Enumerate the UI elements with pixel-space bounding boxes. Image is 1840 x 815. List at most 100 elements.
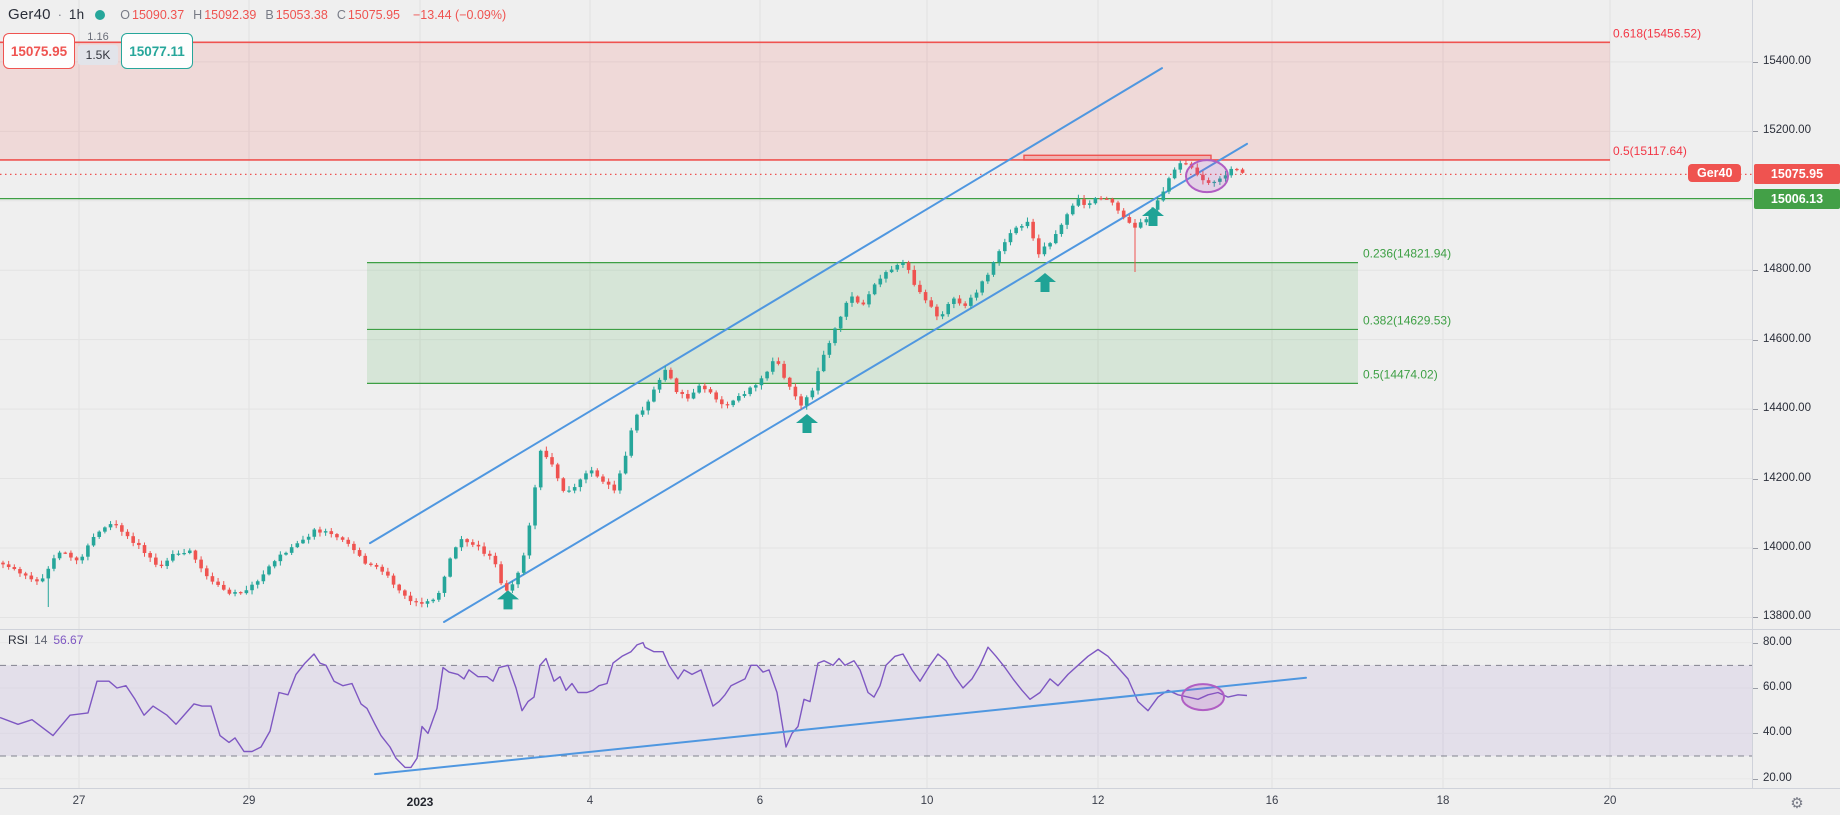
rsi-annotation-ellipse[interactable]	[1181, 683, 1225, 712]
time-axis-label: 2023	[406, 795, 434, 809]
rsi-length: 14	[34, 633, 48, 647]
candle-body	[391, 575, 396, 585]
candle-body	[267, 566, 271, 575]
candle-body	[46, 568, 51, 579]
candle-body	[57, 552, 62, 559]
candle-body	[748, 387, 752, 395]
time-axis[interactable]: 27 29 2023 4 6 10 12 16 18 20	[0, 788, 1840, 815]
candle-body	[510, 584, 515, 591]
candle-body	[878, 278, 883, 285]
rsi-trendline[interactable]	[374, 676, 1307, 776]
time-axis-label: 18	[1436, 795, 1450, 807]
candle-body	[635, 414, 639, 431]
rsi-axis-label: 80.00	[1763, 636, 1792, 648]
buy-signal-arrow-icon[interactable]	[796, 413, 818, 433]
annotation-ellipse[interactable]	[1185, 159, 1229, 194]
candle-body	[737, 396, 741, 401]
symbol-legend[interactable]: Ger40 · 1h O 15090.37 H 15092.39 B 15053.38…	[8, 6, 506, 23]
pane-separator[interactable]	[0, 629, 1840, 630]
buy-signal-arrow-icon[interactable]	[1142, 207, 1164, 227]
candle-body	[74, 557, 79, 561]
green-support-zone[interactable]	[367, 262, 1358, 384]
price-tick	[1753, 270, 1758, 271]
candle-body	[742, 394, 747, 397]
buy-signal-arrow-icon[interactable]	[1034, 273, 1056, 293]
price-tick	[1753, 62, 1758, 63]
candle-body	[550, 457, 554, 465]
close-label: C	[336, 7, 346, 22]
candle-body	[199, 559, 203, 569]
candle-body	[867, 294, 871, 305]
candle-body	[652, 389, 656, 402]
candle-body	[1053, 234, 1058, 244]
buy-button[interactable]: 15077.11	[121, 33, 193, 69]
rsi-name: RSI	[8, 633, 29, 647]
interval-label[interactable]: 1h	[68, 7, 85, 22]
candle-body	[1212, 181, 1217, 184]
candle-body	[770, 361, 775, 372]
candle-body	[1116, 202, 1120, 211]
candle-body	[606, 481, 611, 485]
candle-body	[1104, 198, 1109, 200]
candle-body	[1235, 168, 1239, 171]
candle-body	[487, 553, 492, 556]
resistance-box[interactable]	[1023, 154, 1212, 161]
candle-body	[425, 601, 430, 604]
candle-body	[1155, 200, 1160, 210]
candle-body	[374, 564, 379, 567]
candle-body	[838, 316, 843, 329]
price-tick	[1753, 131, 1758, 132]
candle-body	[244, 590, 249, 594]
candle-body	[906, 262, 911, 270]
channel-upper[interactable]	[369, 67, 1163, 545]
candle-body	[974, 292, 979, 298]
buy-signal-arrow-icon[interactable]	[497, 590, 519, 610]
high-label: H	[193, 7, 203, 22]
candle-body	[521, 555, 526, 573]
symbol-name[interactable]: Ger40	[8, 6, 51, 23]
candle-body	[567, 490, 571, 492]
spread-value: 1.16	[87, 31, 109, 43]
candle-body	[86, 545, 90, 557]
candle-body	[980, 281, 984, 293]
red-resistance-zone[interactable]	[0, 42, 1610, 160]
candle-body	[69, 552, 73, 558]
candle-body	[1110, 198, 1115, 203]
candle-body	[703, 385, 707, 390]
candle-body	[131, 536, 135, 543]
candle-body	[623, 455, 628, 474]
candle-body	[182, 553, 186, 555]
candle-body	[952, 298, 956, 305]
candle-body	[23, 573, 28, 576]
candle-body	[827, 343, 832, 355]
candle-body	[793, 386, 798, 397]
candle-body	[731, 400, 735, 406]
candle-body	[640, 410, 645, 415]
candle-body	[714, 392, 718, 400]
price-axis[interactable]: 15400.00 15200.00 14800.00 14600.00 14400.00…	[1752, 0, 1840, 788]
candle-body	[527, 525, 532, 556]
candle-body	[357, 550, 362, 556]
candle-body	[233, 592, 237, 594]
axis-settings-gear-icon[interactable]: ⚙	[1790, 795, 1804, 812]
rsi-axis-label: 40.00	[1763, 726, 1792, 738]
chart-canvas[interactable]: 0.618(15456.52) 0.5(15117.64) 0.236(14821.…	[0, 0, 1752, 788]
candle-body	[1144, 219, 1149, 223]
rsi-indicator-legend[interactable]: RSI 14 56.67	[8, 633, 83, 647]
candle-body	[1184, 163, 1188, 165]
candle-body	[221, 584, 226, 590]
volume-chip[interactable]: 1.5K	[77, 45, 119, 65]
candle-body	[691, 392, 696, 399]
candle-body	[810, 390, 815, 398]
candle-body	[35, 579, 39, 582]
candle-body	[29, 575, 34, 580]
high-value: 15092.39	[204, 7, 257, 22]
price-axis-label: 15200.00	[1763, 124, 1811, 136]
candle-body	[125, 531, 130, 537]
sell-button[interactable]: 15075.95	[3, 33, 75, 69]
price-axis-label: 14200.00	[1763, 472, 1811, 484]
channel-lower[interactable]	[443, 142, 1248, 623]
candle-body	[889, 269, 894, 273]
price-axis-label: 13800.00	[1763, 610, 1811, 622]
candle-body	[1003, 242, 1007, 252]
